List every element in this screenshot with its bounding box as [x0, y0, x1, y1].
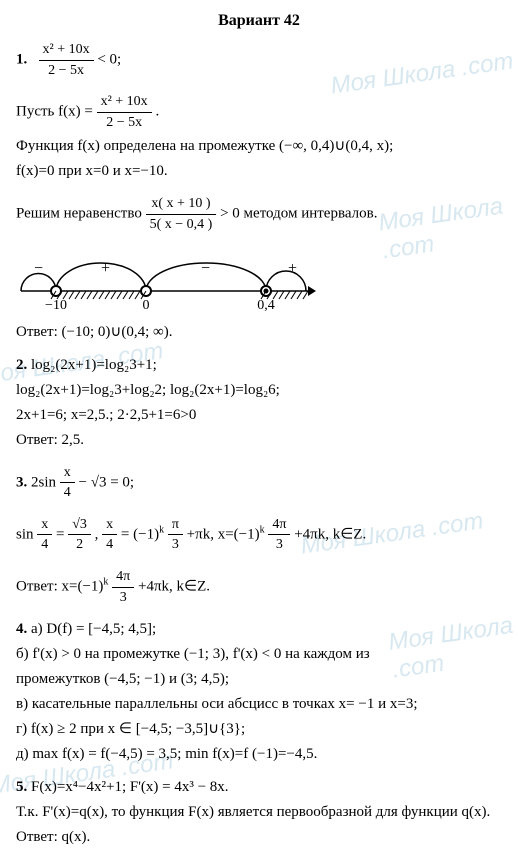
p1-line1: 1. x² + 10x 2 − 5x < 0;	[16, 40, 502, 80]
svg-text:+: +	[288, 260, 297, 277]
p4-d: д) max f(x) = f(−4,5) = 3,5; min f(x)=f …	[16, 744, 502, 765]
svg-text:0: 0	[143, 298, 150, 313]
p2-l1: log₂(2x+1)=log₂3+log₂2; log₂(2x+1)=log₂6…	[16, 380, 502, 401]
svg-text:−10: −10	[45, 298, 67, 313]
variant-title: Вариант 42	[16, 12, 502, 30]
interval-diagram: − + − + −10 0 0,4	[16, 243, 502, 318]
p3-ans: Ответ: x=(−1)k 4π3 +4πk, k∈Z.	[16, 567, 502, 607]
p1-zeros: f(x)=0 при x=0 и x=−10.	[16, 161, 502, 182]
p1-answer: Ответ: (−10; 0)∪(0,4; ∞).	[16, 322, 502, 343]
p5-ans: Ответ: q(x).	[16, 827, 502, 848]
svg-text:−: −	[34, 260, 43, 277]
p3-line1: 3. 2sin x4 − √3 = 0;	[16, 463, 502, 503]
svg-text:+: +	[101, 260, 110, 277]
p2-ans: Ответ: 2,5.	[16, 430, 502, 451]
p1-let: Пусть f(x) = x² + 10x 2 − 5x .	[16, 92, 502, 132]
p1-frac2: x² + 10x 2 − 5x	[97, 92, 152, 132]
p4-a: 4. а) D(f) = [−4,5; 4,5];	[16, 619, 502, 640]
p3-line2: sin x4 = √32 , x4 = (−1)k π3 +πk, x=(−1)…	[16, 515, 502, 555]
p1-frac1: x² + 10x 2 − 5x	[39, 40, 94, 80]
p1-solve: Решим неравенство x( x + 10 ) 5( x − 0,4…	[16, 194, 502, 234]
p2-line1: 2. log₂(2x+1)=log₂3+1;	[16, 355, 502, 376]
p5-l2: Т.к. F'(x)=q(x), то функция F(x) являетс…	[16, 802, 502, 823]
p5-l1: 5. F(x)=x⁴−4x²+1; F'(x) = 4x³ − 8x.	[16, 777, 502, 798]
svg-text:−: −	[201, 260, 210, 277]
p4-g: г) f(x) ≥ 2 при x ∈ [−4,5; −3,5]∪{3};	[16, 719, 502, 740]
svg-text:0,4: 0,4	[257, 298, 275, 313]
p1-domain: Функция f(x) определена на промежутке (−…	[16, 136, 502, 157]
p1-num: 1.	[16, 52, 27, 68]
p4-c: в) касательные параллельны оси абсцисс в…	[16, 694, 502, 715]
p4-b1: б) f'(x) > 0 на промежутке (−1; 3), f'(x…	[16, 644, 502, 665]
p4-b2: промежутков (−4,5; −1) и (3; 4,5);	[16, 669, 502, 690]
p2-l2: 2x+1=6; x=2,5.; 2·2,5+1=6>0	[16, 405, 502, 426]
p1-frac3: x( x + 10 ) 5( x − 0,4 )	[146, 194, 217, 234]
